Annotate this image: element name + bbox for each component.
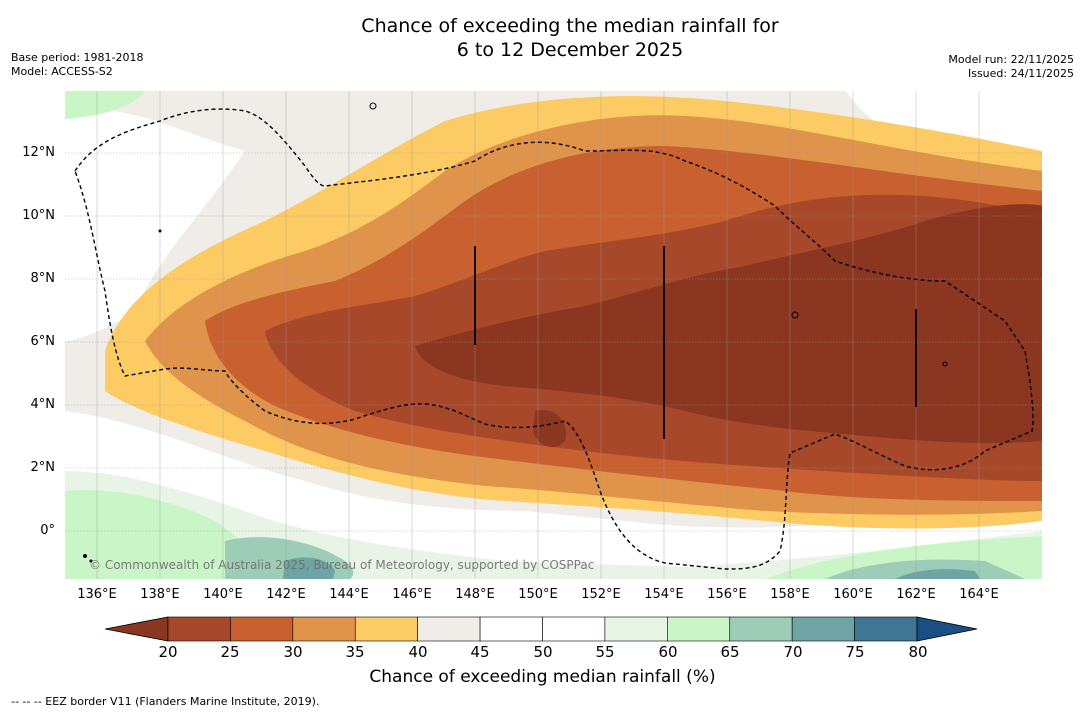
- colorbar-label: Chance of exceeding median rainfall (%): [369, 667, 716, 687]
- rainfall-map: [65, 91, 1042, 579]
- lon-label-158e: 158°E: [770, 587, 810, 602]
- copyright-notice: © Commonwealth of Australia 2025, Bureau…: [89, 558, 595, 572]
- base-period: Base period: 1981-2018: [11, 51, 144, 64]
- lon-label-140e: 140°E: [203, 587, 243, 602]
- lon-label-142e: 142°E: [266, 587, 306, 602]
- region-60-65-south-west: [65, 490, 275, 579]
- colorbar-tick-30: 30: [283, 643, 303, 661]
- lat-label-10n: 10°N: [22, 208, 55, 223]
- lat-label-6n: 6°N: [30, 334, 56, 349]
- colorbar-cell-50-55: [542, 616, 606, 642]
- lon-label-154e: 154°E: [644, 587, 684, 602]
- eez-border: [74, 108, 1034, 570]
- colorbar-cell-40-45: [417, 616, 481, 642]
- meta-right: Model run: 22/11/2025 Issued: 24/11/2025: [948, 53, 1074, 81]
- colorbar-tick-45: 45: [470, 643, 490, 661]
- lon-label-136e: 136°E: [77, 587, 117, 602]
- lon-label-148e: 148°E: [455, 587, 495, 602]
- issued-date: Issued: 24/11/2025: [967, 67, 1074, 80]
- colorbar-tick-25: 25: [220, 643, 240, 661]
- colorbar-cell-70-75: [791, 616, 855, 642]
- colorbar-tick-70: 70: [783, 643, 803, 661]
- meridian-lines: [96, 91, 980, 579]
- lon-label-156e: 156°E: [707, 587, 747, 602]
- colorbar-cell-30-35: [292, 616, 356, 642]
- colorbar-cell-20-25: [167, 616, 231, 642]
- model-run: Model run: 22/11/2025: [948, 53, 1074, 66]
- lat-label-4n: 4°N: [30, 397, 56, 412]
- colorbar-cell-60-65: [667, 616, 731, 642]
- colorbar-tick-80: 80: [908, 643, 928, 661]
- lat-label-8n: 8°N: [30, 271, 56, 286]
- island-4: [83, 554, 87, 558]
- island-6: [942, 361, 948, 367]
- model-name: Model: ACCESS-S2: [11, 65, 113, 78]
- lat-label-0: 0°: [40, 523, 55, 538]
- island-2: [369, 102, 377, 110]
- colorbar-cell-55-60: [604, 616, 668, 642]
- region-below-20: [415, 204, 1042, 444]
- region-45-55-north-east: [845, 91, 1042, 151]
- lon-label-162e: 162°E: [896, 587, 936, 602]
- colorbar-cell-35-40: [354, 616, 418, 642]
- region-45-55-west: [65, 109, 245, 341]
- lat-label-2n: 2°N: [30, 460, 56, 475]
- title-line-1: Chance of exceeding the median rainfall …: [361, 15, 779, 37]
- colorbar-tick-40: 40: [408, 643, 428, 661]
- colorbar-tick-60: 60: [658, 643, 678, 661]
- colorbar-cell-75-80: [854, 616, 918, 642]
- lat-label-12n: 12°N: [22, 145, 55, 160]
- island-1: [791, 311, 799, 319]
- lon-label-164e: 164°E: [959, 587, 999, 602]
- lon-label-150e: 150°E: [518, 587, 558, 602]
- colorbar-tick-65: 65: [720, 643, 740, 661]
- colorbar-tick-55: 55: [595, 643, 615, 661]
- map-title: Chance of exceeding the median rainfall …: [200, 14, 940, 62]
- eez-footnote: -- -- -- EEZ border V11 (Flanders Marine…: [11, 695, 320, 708]
- colorbar-cell-25-30: [230, 616, 294, 642]
- grid-lines: [65, 152, 1042, 532]
- colorbar-high-extend: [916, 616, 978, 642]
- colorbar-cell-45-50: [479, 616, 543, 642]
- colorbar-tick-75: 75: [845, 643, 865, 661]
- lon-label-160e: 160°E: [833, 587, 873, 602]
- region-60-65-north-west: [65, 91, 145, 119]
- lon-label-144e: 144°E: [329, 587, 369, 602]
- region-below-20-patch: [533, 410, 566, 448]
- colorbar-tick-50: 50: [533, 643, 553, 661]
- meta-left: Base period: 1981-2018 Model: ACCESS-S2: [11, 51, 143, 79]
- colorbar-tick-35: 35: [345, 643, 365, 661]
- colorbar-tick-20: 20: [158, 643, 178, 661]
- colorbar-low-extend: [105, 616, 169, 642]
- colorbar: [105, 616, 978, 642]
- lon-label-146e: 146°E: [392, 587, 432, 602]
- island-3: [158, 229, 162, 233]
- title-line-2: 6 to 12 December 2025: [456, 39, 684, 61]
- colorbar-cell-65-70: [729, 616, 793, 642]
- lon-label-138e: 138°E: [140, 587, 180, 602]
- island-5: [89, 559, 93, 563]
- lon-label-152e: 152°E: [581, 587, 621, 602]
- region-70-75-south-west: [283, 557, 335, 579]
